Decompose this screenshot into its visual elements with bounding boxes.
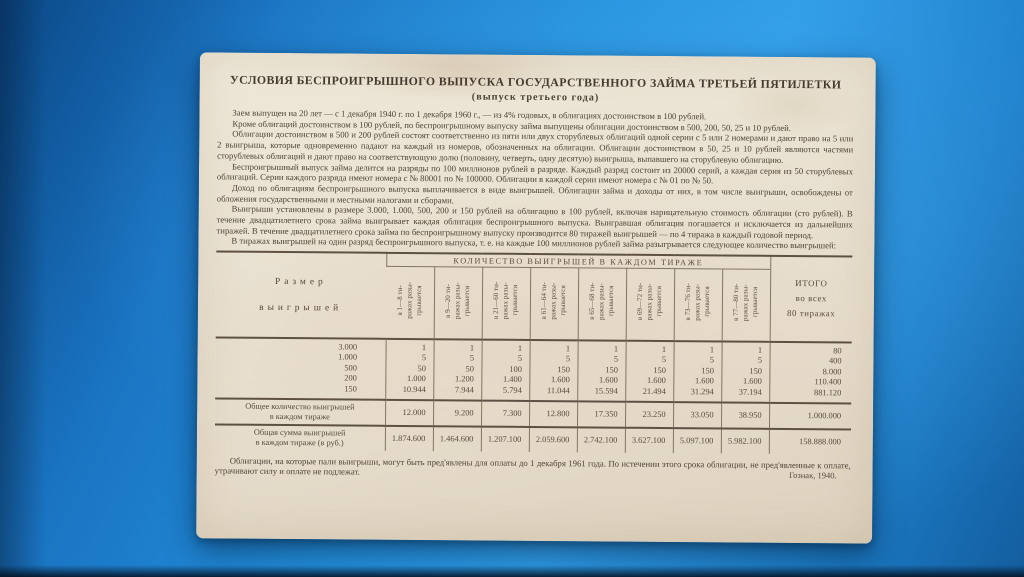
prize-count: 1.400: [481, 374, 530, 386]
summary-value: 23.250: [624, 401, 674, 428]
prize-rows: 3.000 1 1 1 1 1 1 1 1 80 1.000 5 5 5 5 5 5 5 5 400 500 50 50 10…: [215, 337, 852, 404]
prize-count: 1: [385, 338, 434, 354]
prize-count: 150: [529, 364, 578, 376]
tirage-range-header: в 9—20 ти- ражах разы- грывается: [433, 266, 483, 340]
prize-total: 881.120: [769, 387, 852, 404]
summary-row: Общая сумма выигрышей в каждом тираже (в…: [215, 424, 852, 455]
tirage-range-label: в 65—68 ти- ражах разы- грывается: [587, 282, 615, 321]
prize-count: 5.794: [481, 385, 530, 401]
prize-count: 31.294: [673, 387, 722, 403]
background-left-shadow: [0, 0, 46, 577]
prize-total: 110.400: [769, 377, 852, 389]
table-header-total: ИТОГО во всех 80 тиражах: [769, 255, 853, 343]
tirage-range-header: в 73—76 ти- ражах разы- грывается: [673, 268, 723, 342]
summary-value: 5.982.100: [720, 428, 770, 454]
paragraph: Выигрыши установлены в размере 3.000, 1.…: [216, 203, 853, 240]
prize-count: 10.944: [385, 384, 434, 400]
summary-value: 38.950: [720, 402, 770, 429]
prize-count: 5: [721, 355, 770, 367]
tirage-range-header: в 1—8 ти- ражах разы- грывается: [385, 266, 435, 339]
summary-value: 1.874.600: [384, 425, 433, 451]
tirage-range-header: в 69—72 ти- ражах разы- грывается: [625, 268, 675, 341]
tirage-range-label: в 69—72 ти- ражах разы- грывается: [635, 282, 663, 321]
tirage-range-header: в 65—68 ти- ражах разы- грывается: [577, 267, 627, 341]
prize-count: 5: [385, 353, 434, 365]
summary-value: 1.207.100: [480, 426, 529, 452]
summary-label: Общее количество выигрышей в каждом тира…: [214, 398, 386, 426]
prize-count: 100: [481, 364, 530, 376]
prize-count: 150: [721, 366, 770, 378]
prize-count: 1.200: [433, 374, 482, 386]
prize-count: 37.194: [721, 387, 770, 403]
summary-value: 2.742.100: [576, 426, 625, 453]
prize-size: 150: [215, 383, 386, 400]
prize-count: 5: [481, 353, 530, 365]
prize-count: 1: [433, 338, 482, 354]
tirage-range-label: в 21—60 ти- ражах разы- грывается: [491, 281, 519, 320]
summary-value: 12.800: [528, 400, 578, 427]
summary-value: 1.464.600: [432, 425, 481, 452]
prize-count: 1.600: [577, 375, 626, 387]
summary-value: 5.097.100: [672, 427, 721, 454]
prize-count: 1.000: [385, 374, 434, 386]
prize-count: 1.600: [625, 376, 674, 388]
table-header-size: Размер выигрышей: [215, 251, 387, 339]
prize-count: 11.044: [529, 385, 578, 401]
tirage-range-label: в 9—20 ти- ражах разы- грывается: [443, 281, 471, 319]
tirage-range-label: в 61—64 ти- ражах разы- грывается: [539, 282, 567, 320]
prize-count: 5: [673, 355, 722, 367]
prize-count: 1: [481, 339, 530, 355]
summary-value: 7.300: [480, 400, 530, 427]
prize-total: 80: [769, 341, 852, 357]
prize-count: 5: [625, 354, 674, 366]
document-subtitle: (выпуск третьего года): [471, 91, 600, 104]
summary-value: 17.350: [576, 400, 626, 428]
prize-count: 15.594: [577, 386, 626, 402]
paragraphs: Заем выпущен на 20 лет — с 1 декабря 194…: [216, 107, 853, 251]
summary-rows: Общее количество выигрышей в каждом тира…: [214, 398, 852, 455]
summary-total: 1.000.000: [769, 402, 852, 430]
prize-count: 150: [577, 365, 626, 377]
summary-value: 33.050: [672, 401, 722, 429]
bond-document: УСЛОВИЯ БЕСПРОИГРЫШНОГО ВЫПУСКА ГОСУДАРС…: [196, 52, 876, 544]
prize-count: 7.944: [433, 385, 482, 401]
prize-count: 5: [433, 353, 482, 365]
summary-value: 9.200: [432, 399, 482, 427]
prize-count: 1: [529, 339, 578, 355]
prize-total: 400: [769, 356, 852, 368]
tirage-range-label: в 73—76 ти- ражах разы- грывается: [683, 283, 711, 321]
prize-count: 1.600: [721, 376, 770, 388]
tirage-range-label: в 77—80 ти- ражах разы- грывается: [731, 283, 759, 322]
summary-total: 158.888.000: [768, 428, 852, 455]
prize-table: Размер выигрышей КОЛИЧЕСТВО ВЫИГРЫШЕЙ В …: [214, 250, 853, 455]
tirage-range-header: в 61—64 ти- ражах разы- грывается: [529, 267, 579, 340]
prize-count: 5: [577, 354, 626, 366]
paragraph: Облигации достоинством в 500 и 200 рубле…: [217, 129, 854, 165]
summary-value: 3.627.100: [624, 427, 673, 453]
prize-size: 3.000: [338, 342, 358, 352]
summary-label: Общая сумма выигрышей в каждом тираже (в…: [253, 427, 346, 448]
prize-count: 150: [673, 365, 722, 377]
tirage-range-header: в 21—60 ти- ражах разы- грывается: [481, 267, 531, 340]
prize-count: 1: [625, 340, 674, 356]
prize-count: 1.600: [529, 375, 578, 387]
prize-count: 50: [385, 363, 434, 375]
summary-value: 12.000: [384, 399, 434, 426]
prize-count: 1: [721, 341, 770, 357]
prize-count: 21.494: [625, 386, 674, 402]
background-bottom-shadow: [0, 565, 1024, 577]
prize-count: 1: [673, 340, 722, 356]
prize-count: 150: [625, 365, 674, 377]
prize-count: 1.600: [673, 376, 722, 388]
prize-total: 8.000: [769, 366, 852, 378]
summary-value: 2.059.600: [528, 426, 577, 452]
prize-count: 1: [577, 339, 626, 355]
prize-count: 5: [529, 354, 578, 366]
tirage-range-label: в 1—8 ти- ражах разы- грывается: [395, 281, 423, 319]
tirage-range-header: в 77—80 ти- ражах разы- грывается: [721, 269, 771, 342]
prize-count: 50: [433, 364, 482, 375]
